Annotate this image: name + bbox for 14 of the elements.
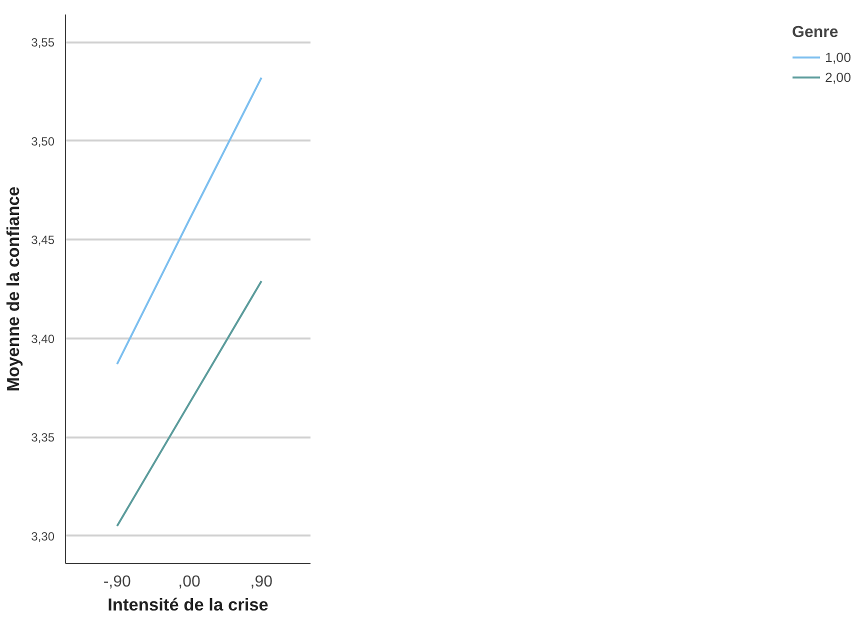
y-tick-label: 3,50	[31, 134, 55, 148]
legend-title: Genre	[792, 24, 840, 42]
y-tick-label: 3,40	[31, 332, 55, 346]
y-tick-label: 3,45	[31, 233, 55, 248]
x-axis-title: Intensité de la crise	[108, 594, 269, 614]
y-tick-label: 3,30	[31, 529, 55, 544]
x-tick-label: -,90	[103, 574, 131, 590]
y-tick-label: 3,55	[31, 36, 55, 50]
x-tick-label: ,00	[178, 574, 200, 590]
legend-label: 2,00	[825, 70, 851, 84]
y-tick-label: 3,35	[31, 430, 55, 445]
x-tick-label: ,90	[250, 574, 273, 590]
y-axis-title: Moyenne de la confiance	[3, 186, 24, 392]
legend-label: 1,00	[825, 50, 851, 64]
